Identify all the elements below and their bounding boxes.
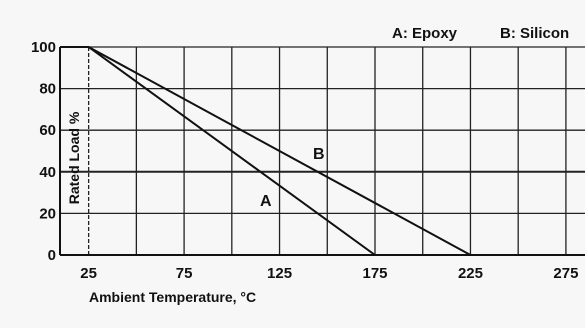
y-tick-label: 20 (39, 205, 56, 222)
series-label-b: B (313, 146, 325, 163)
x-tick-label: 75 (176, 265, 193, 282)
y-tick-label: 40 (39, 164, 56, 181)
y-tick-label: 80 (39, 81, 56, 98)
y-tick-label: 0 (48, 247, 56, 264)
series-line-b (60, 46, 471, 256)
x-tick-label: 25 (80, 265, 97, 282)
y-tick-label: 60 (39, 122, 56, 139)
series-label-a: A (260, 193, 272, 210)
x-tick-label: 225 (458, 265, 483, 282)
axes (59, 47, 585, 256)
tick-labels: 25 75 125 175 225 275 0 20 40 60 80 100 (31, 39, 578, 282)
legend-entry-a: A: Epoxy (392, 25, 458, 42)
y-axis-label: Rated Load % (66, 111, 82, 204)
x-tick-label: 175 (362, 265, 387, 282)
y-tick-label: 100 (31, 39, 56, 56)
x-tick-label: 125 (267, 265, 292, 282)
legend-entry-b: B: Silicon (500, 25, 569, 42)
x-tick-label: 275 (553, 265, 578, 282)
x-axis-label: Ambient Temperature, °C (89, 289, 256, 305)
series-lines (60, 46, 471, 256)
